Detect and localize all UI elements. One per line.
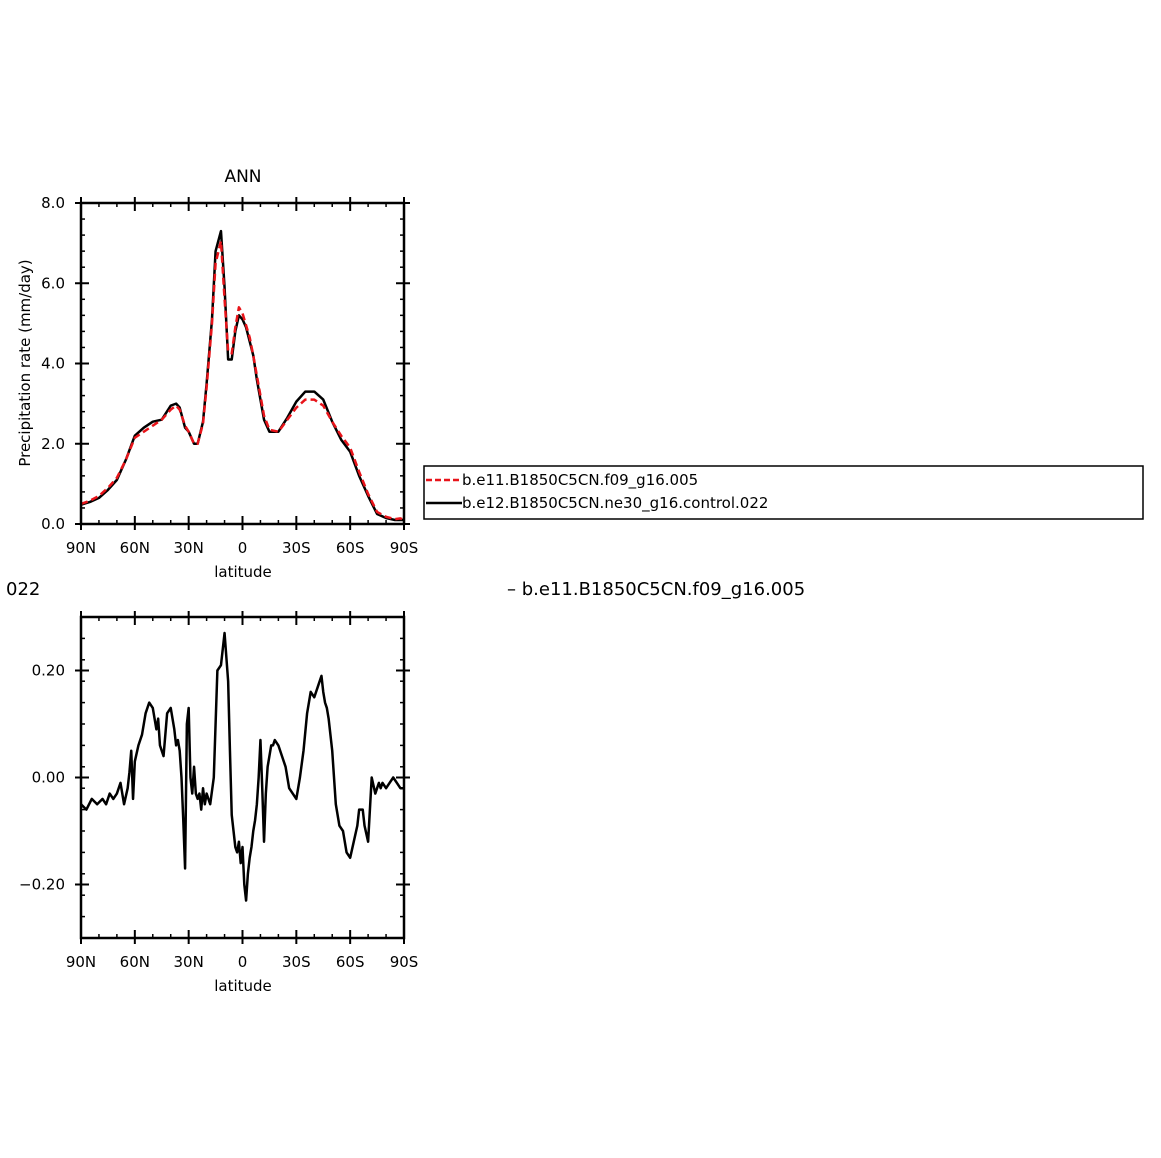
y-tick-label: 0.0 [41, 515, 65, 533]
y-axis-label: Precipitation rate (mm/day) [16, 259, 34, 466]
x-tick-label: 0 [238, 953, 248, 971]
panel-bottom: latitude 90N 60N 30N 0 30S 60S 90S −0.20 0.00 0.2… [19, 611, 418, 995]
y-tick-label: −0.20 [19, 876, 65, 894]
x-tick-label: 90N [66, 953, 96, 971]
plot-frame-bottom [79, 615, 406, 940]
plot-frame [79, 201, 406, 526]
x-tick-label: 30S [282, 539, 311, 557]
series-group-bottom [80, 631, 404, 902]
legend-entry-2: b.e12.B1850C5CN.ne30_g16.control.022 [462, 494, 768, 513]
x-tick-label: 60N [120, 953, 150, 971]
y-tick-label: 0.20 [32, 662, 65, 680]
y-tick-label: 4.0 [41, 355, 65, 373]
y-tick-label: 2.0 [41, 435, 65, 453]
x-axis-label: latitude [214, 563, 272, 581]
legend-box [423, 465, 1144, 520]
x-axis-label-bottom: latitude [214, 977, 272, 995]
series-line-1 [80, 239, 405, 522]
legend-entry-1: b.e11.B1850C5CN.f09_g16.005 [462, 471, 698, 490]
panel-top: ANN Precipitation rate (mm/day) latitude… [16, 167, 418, 581]
tick-group-bottom: 90N 60N 30N 0 30S 60S 90S −0.20 0.00 0.20 [19, 611, 418, 971]
y-tick-label: 0.00 [32, 769, 65, 787]
x-tick-label: 90S [390, 539, 419, 557]
x-tick-label: 30N [174, 953, 204, 971]
x-tick-label: 60S [336, 539, 365, 557]
chart-title: ANN [224, 167, 261, 187]
legend: b.e11.B1850C5CN.f09_g16.005 b.e12.B1850C… [423, 465, 1144, 520]
x-tick-label: 30N [174, 539, 204, 557]
y-tick-label: 8.0 [41, 194, 65, 212]
series-line-1 [80, 631, 404, 902]
x-tick-label: 0 [238, 539, 248, 557]
x-tick-label: 90S [390, 953, 419, 971]
x-tick-label: 30S [282, 953, 311, 971]
tick-group: 90N 60N 30N 0 30S 60S 90S 0.0 2.0 4.0 6.0 8.0 [41, 194, 418, 557]
fragment-right-text: – b.e11.B1850C5CN.f09_g16.005 [507, 579, 805, 600]
x-tick-label: 90N [66, 539, 96, 557]
y-tick-label: 6.0 [41, 274, 65, 292]
x-tick-label: 60N [120, 539, 150, 557]
series-group [80, 229, 405, 522]
x-tick-label: 60S [336, 953, 365, 971]
fragment-left-text: 022 [6, 579, 40, 600]
series-line-2 [80, 229, 404, 522]
